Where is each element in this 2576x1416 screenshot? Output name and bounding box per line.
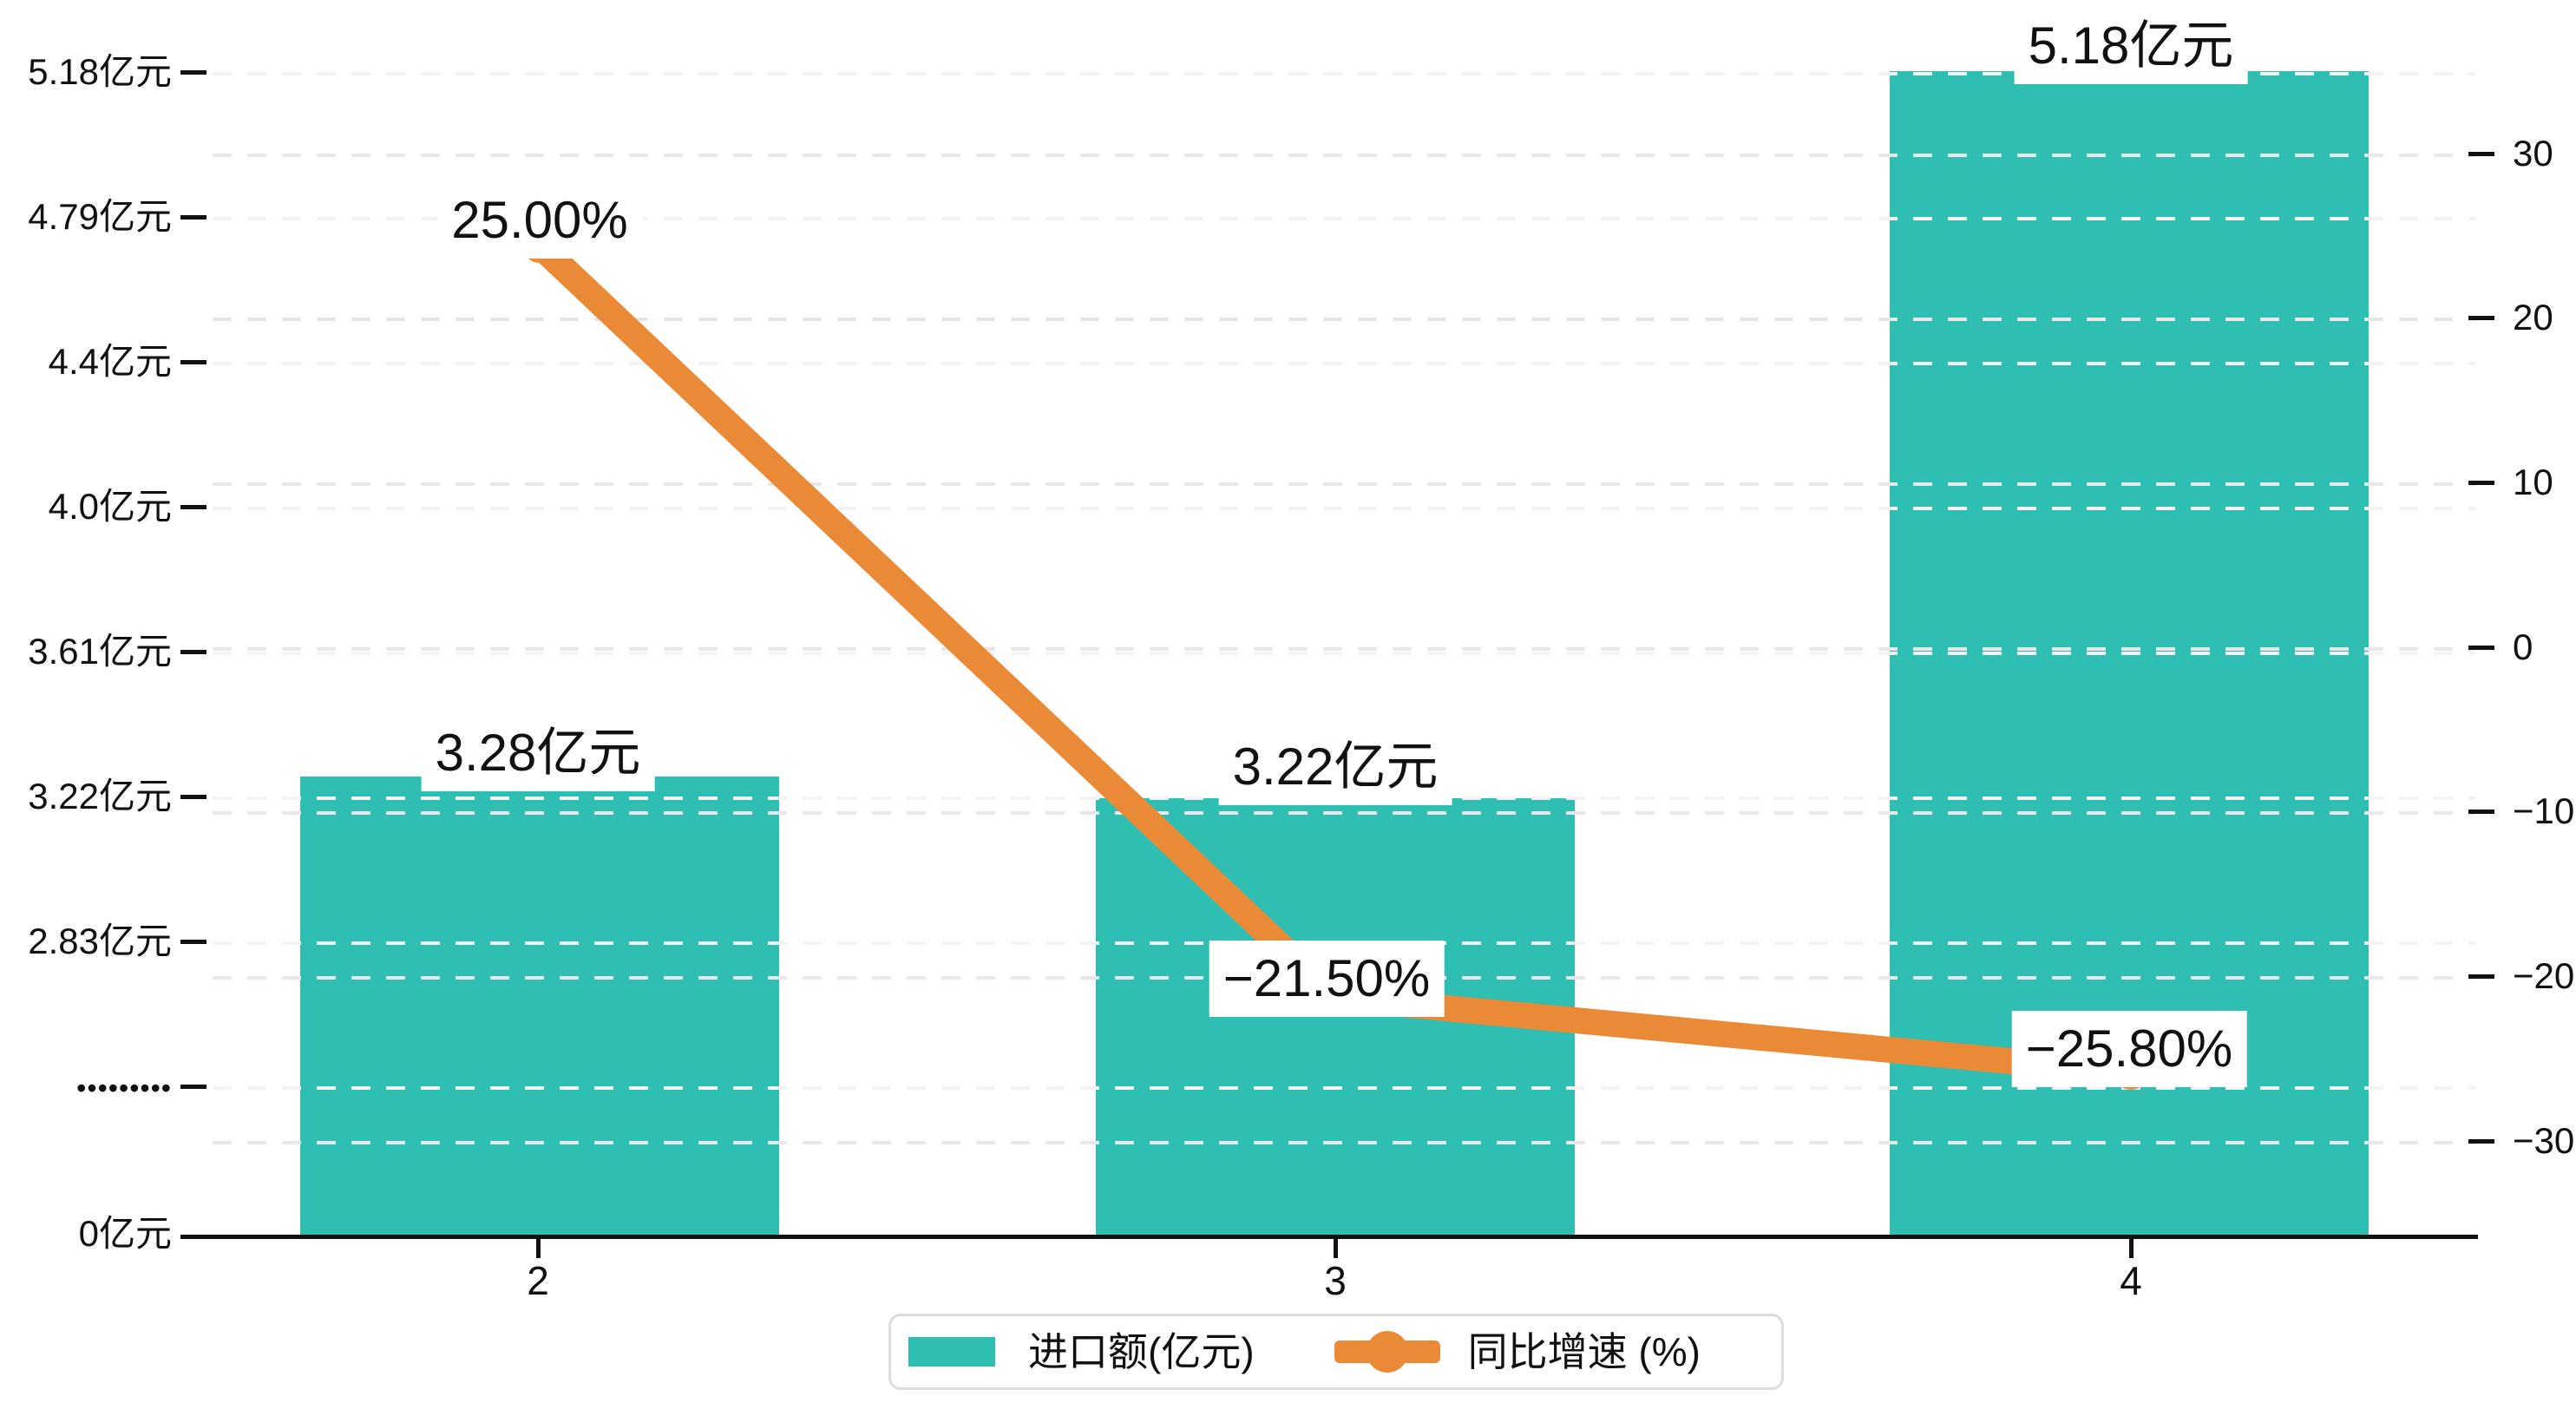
gridline-left-axis	[213, 1086, 2475, 1090]
y-tick-right	[2468, 1139, 2494, 1144]
y-tick-left	[180, 70, 206, 75]
x-axis-line	[180, 1235, 2478, 1239]
gridline-left-axis	[213, 362, 2475, 365]
x-tick	[2129, 1239, 2134, 1258]
y-tick-right	[2468, 481, 2494, 485]
y-axis-right-label: 0	[2513, 626, 2533, 667]
bar-import-feb[interactable]	[300, 777, 779, 1235]
y-tick-left	[180, 940, 206, 944]
bar-value-label: 3.28亿元	[421, 715, 655, 791]
gridline-right-axis	[213, 154, 2475, 157]
gridline-right-axis	[213, 811, 2475, 815]
y-axis-left-label: 0亿元	[78, 1213, 172, 1254]
bar-value-label: 3.22亿元	[1218, 729, 1452, 805]
y-tick-right	[2468, 152, 2494, 156]
y-axis-right-label: −10	[2513, 790, 2575, 831]
line-value-label: 25.00%	[437, 182, 642, 259]
gridline-right-axis	[213, 647, 2475, 651]
line-dot-swatch-icon	[1334, 1331, 1440, 1373]
y-axis-left-label: 4.79亿元	[28, 196, 172, 237]
line-value-label: −25.80%	[2011, 1011, 2247, 1087]
gridline-right-axis	[213, 482, 2475, 486]
gridline-right-axis	[213, 1141, 2475, 1144]
y-tick-right	[2468, 316, 2494, 320]
x-tick	[1334, 1239, 1338, 1258]
legend-label: 同比增速 (%)	[1467, 1329, 1701, 1374]
y-axis-right-label: 10	[2513, 462, 2553, 502]
bar-swatch-icon	[908, 1337, 995, 1367]
x-tick-label: 3	[1324, 1258, 1347, 1303]
x-tick-label: 4	[2120, 1258, 2142, 1303]
gridline-left-axis	[213, 507, 2475, 510]
y-axis-break-label: •••••••••	[76, 1072, 172, 1104]
y-axis-right-label: −30	[2513, 1120, 2575, 1161]
bar-value-label: 5.18亿元	[2014, 8, 2248, 84]
line-swatch-dot	[1366, 1331, 1408, 1373]
y-axis-right-label: 20	[2513, 297, 2553, 338]
y-axis-left-label: 2.83亿元	[28, 921, 172, 961]
legend-label: 进口额(亿元)	[1028, 1329, 1255, 1374]
gridline-right-axis	[213, 318, 2475, 321]
legend-item-import[interactable]: 进口额(亿元)	[908, 1329, 1255, 1374]
y-tick-left	[180, 650, 206, 654]
y-axis-right-label: 30	[2513, 133, 2553, 174]
y-axis-left-label: 5.18亿元	[28, 51, 172, 92]
y-tick-left	[180, 360, 206, 364]
line-value-label: −21.50%	[1209, 941, 1445, 1017]
y-axis-left-label: 3.61亿元	[28, 631, 172, 672]
gridline-left-axis	[213, 652, 2475, 655]
y-axis-right-label: −20	[2513, 955, 2575, 996]
gridline-left-axis	[213, 217, 2475, 220]
y-tick-left	[180, 505, 206, 509]
legend-item-growth[interactable]: 同比增速 (%)	[1334, 1329, 1701, 1374]
x-tick	[536, 1239, 541, 1258]
y-tick-left	[180, 1085, 206, 1089]
y-tick-right	[2468, 646, 2494, 650]
y-axis-left-label: 4.4亿元	[48, 341, 172, 382]
y-axis-left-label: 3.22亿元	[28, 776, 172, 816]
y-axis-left-label: 4.0亿元	[48, 486, 172, 527]
y-tick-left	[180, 215, 206, 220]
y-tick-left	[180, 795, 206, 799]
legend: 进口额(亿元) 同比增速 (%)	[888, 1314, 1784, 1390]
x-tick-label: 2	[527, 1258, 549, 1303]
gridline-left-axis	[213, 72, 2475, 75]
y-tick-right	[2468, 810, 2494, 814]
y-tick-right	[2468, 974, 2494, 979]
